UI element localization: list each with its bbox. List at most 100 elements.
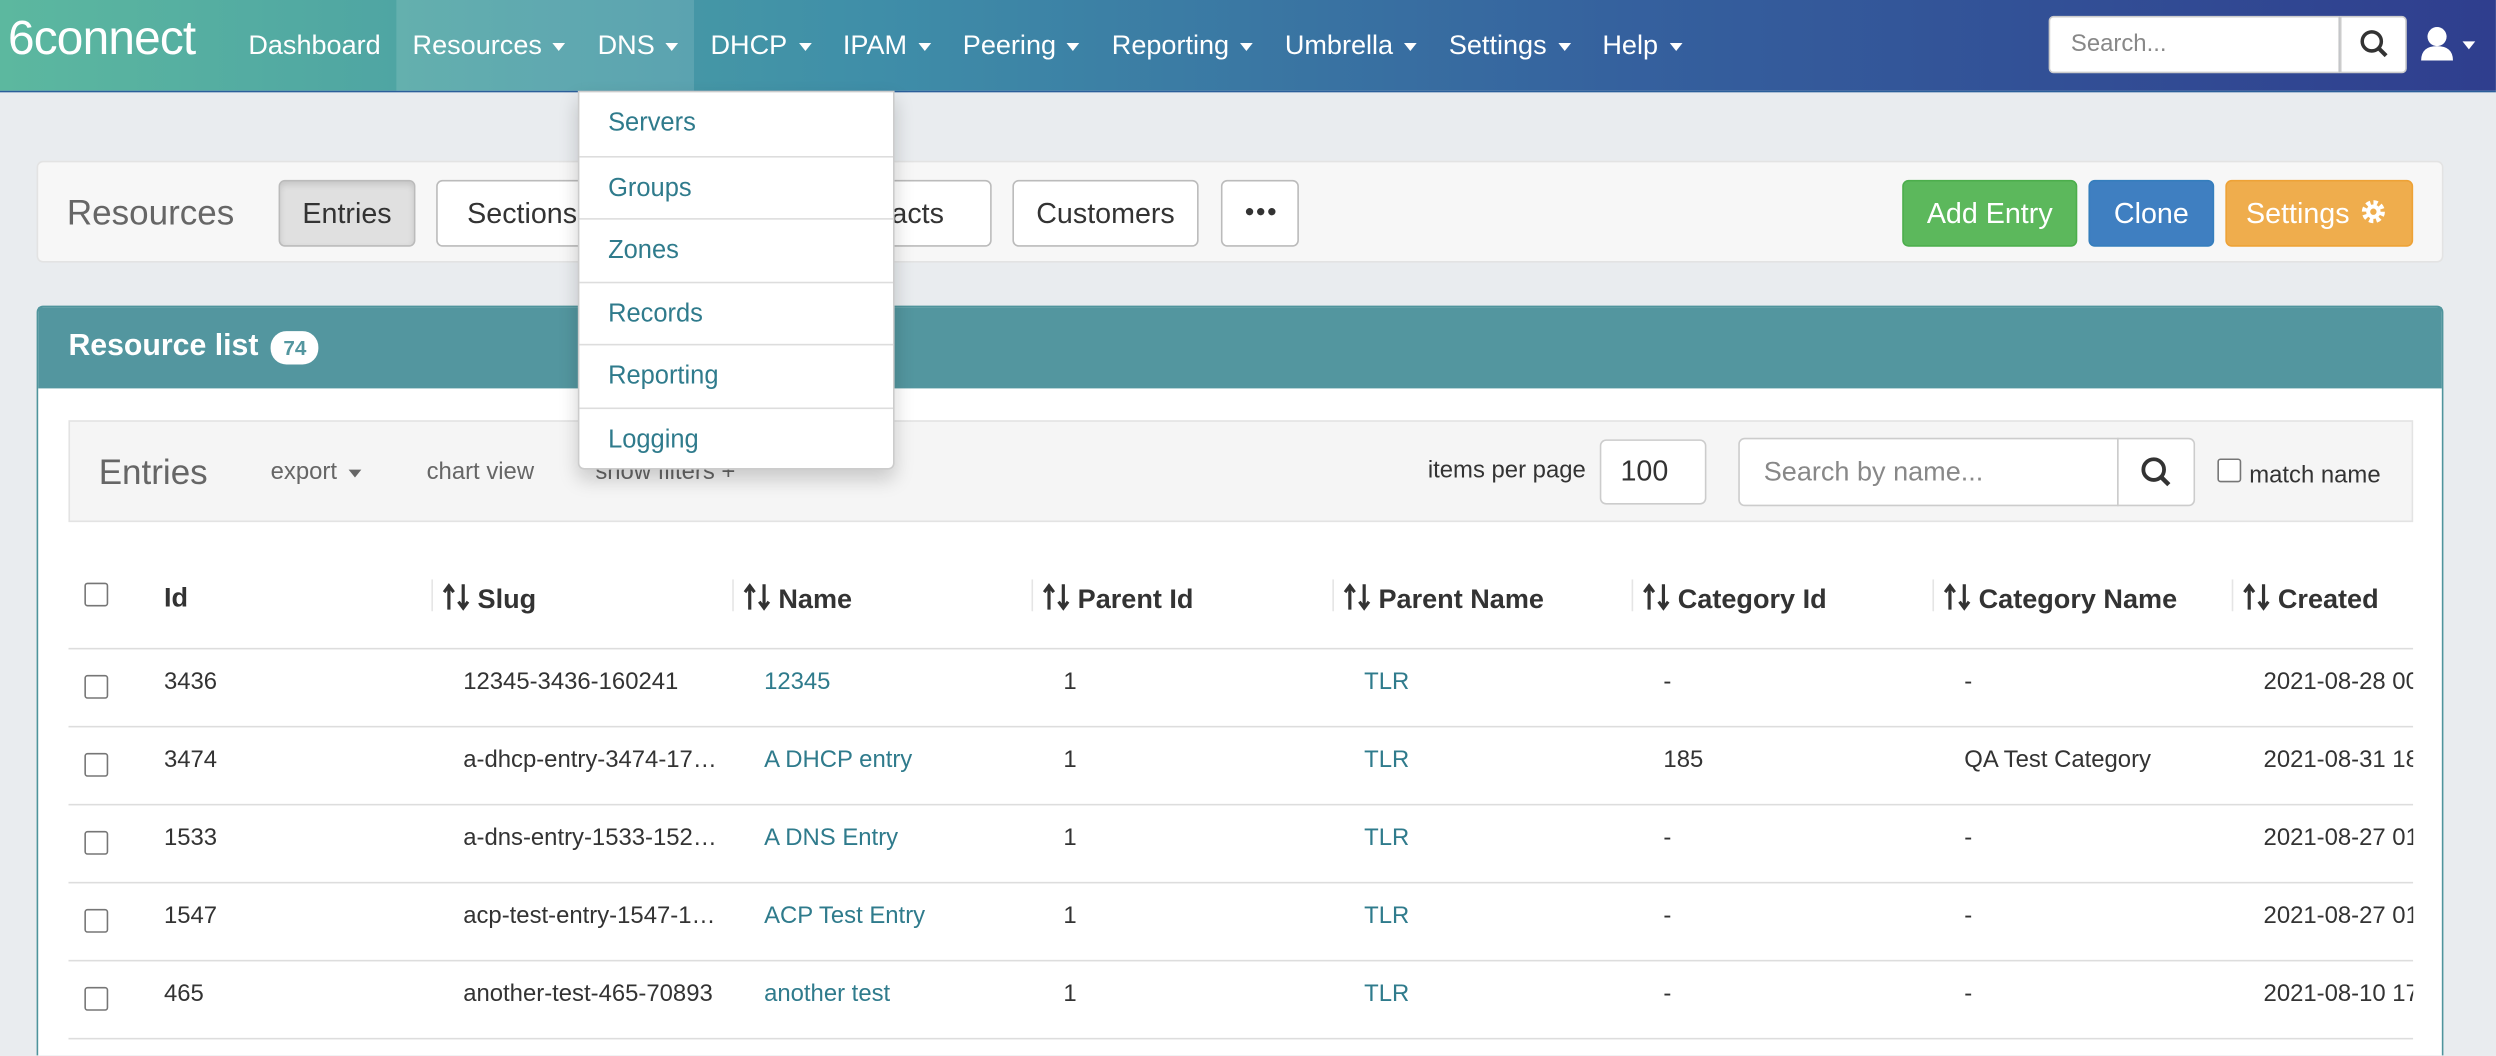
nav-item[interactable]: Peering: [947, 0, 1096, 91]
brand[interactable]: 6connect: [8, 13, 195, 67]
header-label: Created: [2278, 584, 2379, 614]
link-text: export: [271, 458, 337, 485]
cell-link[interactable]: TLR: [1364, 981, 1409, 1008]
cell-link[interactable]: ACP Test Entry: [764, 903, 925, 930]
match-checkbox[interactable]: [2217, 458, 2241, 482]
row-checkbox[interactable]: [84, 909, 108, 933]
nav-item[interactable]: DNS: [582, 0, 695, 91]
table-cell: 3436: [164, 669, 217, 696]
menu-item[interactable]: Zones: [579, 218, 893, 280]
nav-item[interactable]: Reporting: [1096, 0, 1269, 91]
clone-button[interactable]: Clone: [2088, 180, 2214, 247]
cell-link[interactable]: A DHCP entry: [764, 747, 912, 774]
nav-label: Peering: [963, 30, 1056, 60]
table-cell: 1: [1063, 825, 1076, 852]
table-cell: 1: [1063, 747, 1076, 774]
table-cell: 12345-3436-160241: [463, 669, 678, 696]
nav-label: Resources: [413, 30, 542, 60]
caret: [553, 43, 566, 51]
caret: [1558, 43, 1571, 51]
nav-item[interactable]: Help: [1586, 0, 1697, 91]
row-checkbox[interactable]: [84, 675, 108, 699]
caret: [666, 43, 679, 51]
column-separator: [732, 579, 734, 611]
row-divider: [68, 804, 2413, 806]
nav-item[interactable]: Umbrella: [1269, 0, 1433, 91]
cell-link[interactable]: 12345: [764, 669, 830, 696]
nav-item[interactable]: IPAM: [827, 0, 947, 91]
table-cell: a-dns-entry-1533-152…: [463, 825, 717, 852]
table-cell: 2021-08-28 00: [2264, 669, 2414, 696]
cell-link[interactable]: TLR: [1364, 747, 1409, 774]
table-cell: -: [1964, 903, 1972, 930]
toolbar-title: Resources: [67, 193, 234, 234]
menu-item[interactable]: Reporting: [579, 344, 893, 406]
sort-icon: [2243, 583, 2272, 612]
add-entry-button[interactable]: Add Entry: [1902, 180, 2077, 247]
global-search[interactable]: Search...: [2049, 16, 2340, 73]
table-cell: a-dhcp-entry-3474-17…: [463, 747, 717, 774]
row-checkbox[interactable]: [84, 831, 108, 855]
menu-item[interactable]: Logging: [579, 407, 893, 469]
more-button[interactable]: [1221, 180, 1299, 247]
sort-icon: [443, 583, 472, 612]
tab-button[interactable]: Entries: [279, 180, 416, 247]
menu-item[interactable]: Servers: [579, 92, 893, 154]
nav-item[interactable]: Resources: [397, 0, 582, 91]
column-header[interactable]: Slug: [443, 583, 537, 616]
search-button[interactable]: [2340, 16, 2407, 73]
column-header[interactable]: Parent Id: [1043, 583, 1194, 616]
export-link[interactable]: export: [271, 458, 361, 485]
menu-item[interactable]: Groups: [579, 155, 893, 217]
name-search-button[interactable]: [2117, 438, 2195, 506]
tab-button[interactable]: Customers: [1012, 180, 1198, 247]
user-icon: [2420, 25, 2484, 63]
cell-link[interactable]: another test: [764, 981, 890, 1008]
table-cell: 2021-08-27 01: [2264, 825, 2414, 852]
column-header[interactable]: Id: [164, 583, 188, 615]
nav-item[interactable]: Settings: [1433, 0, 1587, 91]
cell-link[interactable]: TLR: [1364, 903, 1409, 930]
menu-item[interactable]: Records: [579, 281, 893, 343]
row-divider: [68, 960, 2413, 962]
items-per-page[interactable]: 100: [1600, 439, 1707, 504]
cell-link[interactable]: TLR: [1364, 825, 1409, 852]
chart-view-link[interactable]: chart view: [427, 458, 534, 485]
table-cell: -: [1663, 669, 1671, 696]
match-label: match name: [2249, 462, 2380, 489]
name-search[interactable]: Search by name...: [1738, 438, 2118, 506]
settings-button[interactable]: Settings: [2225, 180, 2413, 247]
column-header[interactable]: Parent Name: [1343, 583, 1543, 616]
header-label: Parent Name: [1378, 584, 1543, 614]
column-separator: [431, 579, 433, 611]
user-menu[interactable]: [2420, 25, 2484, 71]
table-cell: 1547: [164, 903, 217, 930]
column-header[interactable]: Category Name: [1944, 583, 2178, 616]
cell-link[interactable]: TLR: [1364, 669, 1409, 696]
caret: [798, 43, 811, 51]
header-label: Slug: [478, 584, 537, 614]
nav-label: IPAM: [843, 30, 907, 60]
column-header[interactable]: Category Id: [1643, 583, 1827, 616]
table-cell: 2021-08-31 18: [2264, 747, 2414, 774]
sort-icon: [743, 583, 772, 612]
nav-item[interactable]: Dashboard: [232, 0, 396, 91]
header-label: Category Name: [1979, 584, 2178, 614]
column-header[interactable]: Name: [743, 583, 852, 616]
nav-item[interactable]: DHCP: [695, 0, 827, 91]
table-cell: 465: [164, 981, 204, 1008]
table-cell: -: [1964, 825, 1972, 852]
select-all-checkbox[interactable]: [84, 583, 108, 607]
table-cell: 1: [1063, 981, 1076, 1008]
row-checkbox[interactable]: [84, 753, 108, 777]
table-cell: 2021-08-27 01: [2264, 903, 2414, 930]
caret: [1067, 43, 1080, 51]
column-separator: [1932, 579, 1934, 611]
cell-link[interactable]: A DNS Entry: [764, 825, 898, 852]
button-label: Settings: [2246, 197, 2350, 229]
sort-icon: [1343, 583, 1372, 612]
column-header[interactable]: Created: [2243, 583, 2379, 616]
nav-label: Dashboard: [248, 30, 380, 60]
row-checkbox[interactable]: [84, 987, 108, 1011]
dns-dropdown: ServersGroupsZonesRecordsReportingLoggin…: [578, 91, 895, 470]
